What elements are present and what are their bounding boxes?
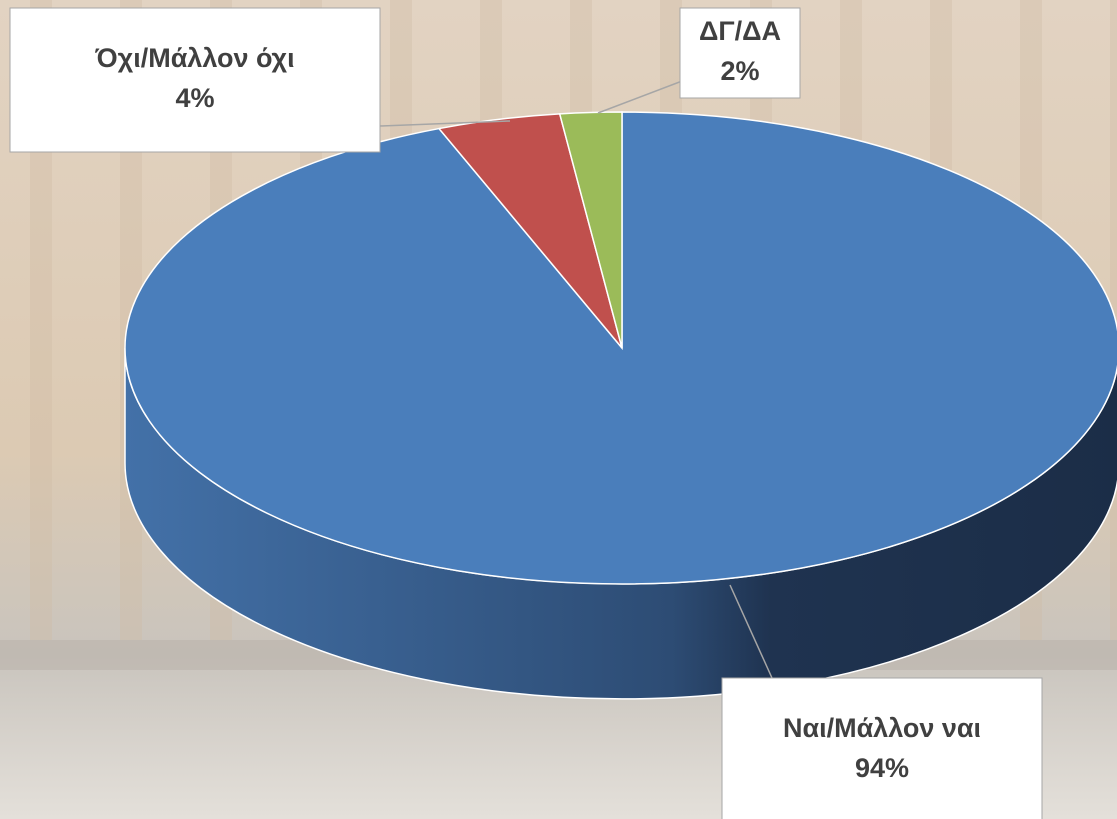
label-value: 94% [855,753,909,783]
label-box [9,7,381,153]
label-category: Όχι/Μάλλον όχι [94,43,294,73]
data-labels: Ναι/Μάλλον ναι 94% Όχι/Μάλλον όχι 4% ΔΓ/ΔΑ 2% [9,7,1043,819]
label-category: Ναι/Μάλλον ναι [783,713,981,743]
label-box [679,7,801,99]
pie-tops [124,111,1117,585]
label-category: ΔΓ/ΔΑ [699,16,781,46]
label-value: 4% [175,83,214,113]
label-value: 2% [720,56,759,86]
leader-line [729,584,773,679]
leader-line [379,120,511,127]
pie-slice [558,111,623,349]
leader-line [597,77,691,114]
label-box [721,677,1043,819]
pie-slice [124,111,1117,585]
